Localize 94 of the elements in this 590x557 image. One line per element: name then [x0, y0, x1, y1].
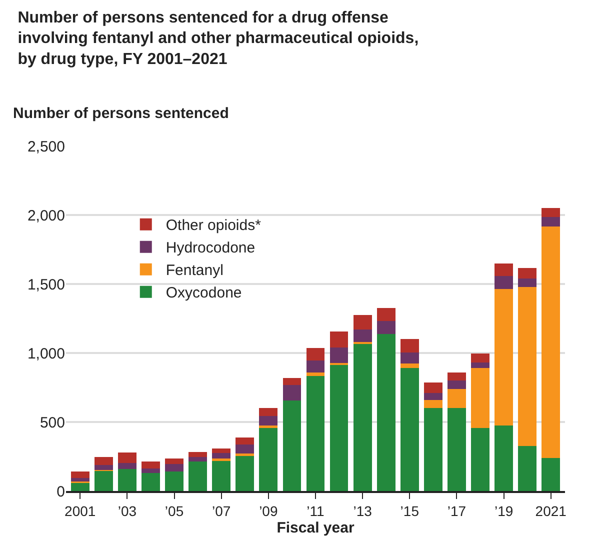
bar: [424, 400, 442, 408]
x-tick-label: ’15: [400, 502, 420, 519]
x-tick-label: ’11: [306, 502, 325, 519]
bar: [165, 464, 184, 472]
bar: [259, 416, 278, 426]
x-tick-label: ’05: [164, 502, 184, 519]
bar: [188, 456, 207, 462]
y-tick-label: 0: [56, 483, 65, 500]
bar: [330, 347, 348, 364]
bar: [212, 460, 231, 491]
bar: [142, 472, 160, 491]
bar: [212, 452, 231, 459]
bar: [94, 470, 113, 491]
y-tick-label: 500: [40, 414, 65, 432]
bar: [448, 380, 466, 389]
x-tick-label: ’13: [353, 502, 372, 519]
x-axis-title: Fiscal year: [276, 519, 354, 536]
bar: [330, 332, 348, 348]
bar: [542, 208, 560, 217]
bar: [400, 338, 419, 352]
bar: [400, 352, 419, 364]
bar: [282, 384, 302, 401]
bar: [118, 452, 136, 463]
bar: [494, 263, 513, 276]
bar: [494, 426, 513, 491]
bar: [236, 455, 254, 491]
bar: [376, 334, 396, 491]
bar: [424, 382, 442, 394]
x-tick-label: ’19: [494, 502, 514, 519]
bar: [518, 287, 537, 446]
legend-label: Other opioids*: [166, 217, 262, 234]
bar: [118, 462, 136, 469]
bar: [70, 471, 90, 478]
x-tick-label: ’07: [212, 502, 231, 519]
bar: [282, 378, 302, 385]
bar: [448, 388, 466, 408]
bar: [542, 226, 560, 458]
bar: [142, 461, 160, 469]
bar: [70, 478, 90, 482]
bar: [94, 464, 113, 470]
bar: [236, 438, 254, 444]
bar: [448, 408, 466, 491]
bar: [518, 278, 537, 288]
y-tick-label: 2,500: [27, 138, 65, 156]
bar: [306, 348, 325, 360]
bar: [259, 408, 278, 416]
bar: [165, 458, 184, 464]
x-tick-label: ’17: [447, 502, 466, 519]
bar: [471, 362, 490, 368]
bar: [424, 408, 442, 491]
bar: [330, 364, 348, 491]
bar: [400, 364, 419, 368]
x-tick-label: ’09: [259, 502, 278, 519]
bar: [259, 428, 278, 491]
bar: [282, 400, 302, 491]
bar: [142, 468, 160, 473]
y-axis-title: Number of persons sentenced: [13, 105, 229, 122]
bar: [376, 321, 396, 334]
bar: [236, 444, 254, 454]
legend-label: Fentanyl: [166, 262, 224, 280]
bar: [188, 461, 207, 491]
bar: [518, 446, 537, 491]
bar: [542, 458, 560, 491]
bar: [542, 216, 560, 227]
bar: [471, 428, 490, 491]
bar: [424, 393, 442, 400]
legend-label: Oxycodone: [166, 284, 242, 302]
bar: [400, 368, 419, 491]
chart-title: Number of persons sentenced for a drug offense involving fentanyl and other pharmaceutical opioids, by drug type, FY 2001–2021: [18, 9, 419, 68]
bar: [376, 308, 396, 322]
bar: [188, 452, 207, 457]
legend-label: Hydrocodone: [166, 240, 256, 257]
bar: [494, 276, 513, 289]
x-tick-label: ’03: [118, 502, 137, 519]
bar: [471, 368, 490, 428]
bar: [306, 372, 325, 376]
bar: [518, 268, 537, 278]
y-tick-label: 1,000: [27, 345, 65, 362]
x-tick-label: 2021: [535, 502, 567, 519]
bar: [494, 288, 513, 426]
bar: [165, 471, 184, 491]
bar: [353, 315, 372, 330]
bar: [353, 343, 372, 491]
y-tick-label: 2,000: [27, 207, 65, 224]
bar: [118, 468, 136, 491]
bar: [471, 353, 490, 363]
bar: [94, 456, 113, 465]
y-tick-label: 1,500: [27, 276, 65, 294]
x-tick-label: 2001: [64, 502, 96, 519]
bar: [306, 376, 325, 491]
bar: [306, 360, 325, 372]
bar: [448, 372, 466, 380]
bar: [353, 330, 372, 342]
bar: [212, 448, 231, 453]
